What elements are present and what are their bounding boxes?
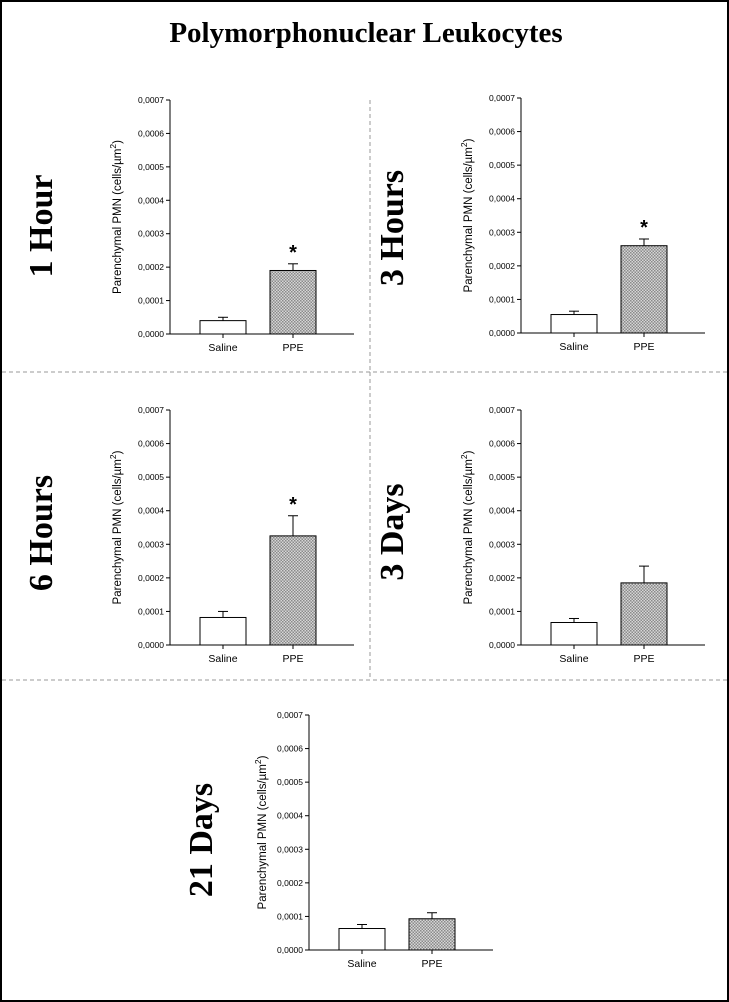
figure-title: Polymorphonuclear Leukocytes [169,17,562,49]
bar-ppe [620,245,668,334]
bar-ppe [269,535,317,646]
y-tick-label: 0,0004 [489,194,515,204]
chart-panel: 3 Hours Parenchymal PMN (cells/µm2) 0,0000… [374,93,705,353]
significance-marker: * [289,494,297,516]
x-tick-label: Saline [559,653,588,665]
bar-ppe [269,269,317,335]
y-tick-label: 0,0001 [277,911,303,921]
y-tick-label: 0,0002 [489,573,515,583]
y-tick-label: 0,0005 [138,162,164,172]
y-tick-label: 0,0000 [138,329,164,339]
y-tick-label: 0,0007 [489,405,515,415]
y-tick-label: 0,0000 [277,945,303,955]
y-axis-label-text: Parenchymal PMN (cells/µm [112,149,124,294]
y-axis-label: Parenchymal PMN (cells/µm2) [108,450,124,604]
significance-marker: * [640,217,648,239]
y-tick-label: 0,0002 [138,262,164,272]
y-tick-label: 0,0004 [277,811,303,821]
x-tick-label: PPE [282,653,303,665]
y-axis-label-close: ) [463,138,475,142]
y-tick-label: 0,0004 [138,195,164,205]
y-tick-label: 0,0007 [138,405,164,415]
y-tick-label: 0,0001 [138,296,164,306]
y-axis-label-text: Parenchymal PMN (cells/µm [463,147,475,292]
y-tick-label: 0,0005 [277,777,303,787]
y-axis-label: Parenchymal PMN (cells/µm2) [108,140,124,294]
y-axis-label-superscript: 2 [253,759,263,764]
y-axis-label-text: Parenchymal PMN (cells/µm [463,459,475,604]
chart-panel: 21 Days Parenchymal PMN (cells/µm2) 0,0000… [183,710,493,970]
y-tick-label: 0,0007 [277,710,303,720]
y-tick-label: 0,0000 [489,328,515,338]
y-axis-label: Parenchymal PMN (cells/µm2) [253,755,269,909]
y-tick-label: 0,0002 [489,261,515,271]
y-tick-label: 0,0003 [138,229,164,239]
y-tick-label: 0,0003 [489,539,515,549]
y-tick-label: 0,0003 [277,844,303,854]
y-tick-label: 0,0002 [138,573,164,583]
panel-label: 3 Days [374,483,411,580]
panel-label: 21 Days [183,783,220,897]
y-axis-label-text: Parenchymal PMN (cells/µm [112,459,124,604]
y-tick-label: 0,0006 [489,439,515,449]
panel-label: 3 Hours [374,170,411,286]
y-axis-label-text: Parenchymal PMN (cells/µm [257,764,269,909]
y-tick-label: 0,0007 [138,95,164,105]
chart-panel: 3 Days Parenchymal PMN (cells/µm2) 0,0000 0… [374,405,705,665]
x-tick-label: Saline [559,341,588,353]
y-axis-label: Parenchymal PMN (cells/µm2) [459,138,475,292]
y-tick-label: 0,0003 [489,227,515,237]
significance-marker: * [289,242,297,264]
y-axis-label-superscript: 2 [459,142,469,147]
y-axis-label-close: ) [112,140,124,144]
bar-saline [199,320,247,335]
y-tick-label: 0,0006 [138,128,164,138]
y-axis-label-close: ) [112,450,124,454]
y-axis-label-superscript: 2 [108,454,118,459]
x-tick-label: Saline [208,653,237,665]
bar-ppe [620,582,668,646]
x-tick-label: PPE [633,653,654,665]
y-tick-label: 0,0006 [277,744,303,754]
x-tick-label: PPE [633,341,654,353]
y-axis-label: Parenchymal PMN (cells/µm2) [459,450,475,604]
y-tick-label: 0,0000 [489,640,515,650]
y-tick-label: 0,0004 [489,506,515,516]
y-axis-label-close: ) [257,755,269,759]
y-tick-label: 0,0002 [277,878,303,888]
y-tick-label: 0,0006 [138,439,164,449]
x-tick-label: PPE [421,958,442,970]
y-tick-label: 0,0007 [489,93,515,103]
y-axis-label-superscript: 2 [459,454,469,459]
y-tick-label: 0,0005 [489,472,515,482]
x-tick-label: PPE [282,342,303,354]
y-axis-label-close: ) [463,450,475,454]
y-tick-label: 0,0005 [138,472,164,482]
y-tick-label: 0,0004 [138,506,164,516]
y-tick-label: 0,0006 [489,127,515,137]
chart-panel: 1 Hour Parenchymal PMN (cells/µm2) 0,0000 0… [23,95,354,354]
y-tick-label: 0,0003 [138,539,164,549]
panel-label: 6 Hours [23,475,60,591]
chart-panel: 6 Hours Parenchymal PMN (cells/µm2) 0,0000… [23,405,354,665]
y-axis-label-superscript: 2 [108,144,118,149]
chart-panels: 1 Hour Parenchymal PMN (cells/µm2)0,00000… [23,93,705,970]
x-tick-label: Saline [347,958,376,970]
bar-ppe [408,918,456,951]
x-tick-label: Saline [208,342,237,354]
bar-saline [338,928,386,951]
y-tick-label: 0,0001 [138,606,164,616]
panel-label: 1 Hour [23,175,60,278]
y-tick-label: 0,0001 [489,294,515,304]
bar-saline [199,616,247,646]
y-tick-label: 0,0001 [489,606,515,616]
bar-saline [550,622,598,646]
y-tick-label: 0,0000 [138,640,164,650]
bar-saline [550,314,598,334]
y-tick-label: 0,0005 [489,160,515,170]
